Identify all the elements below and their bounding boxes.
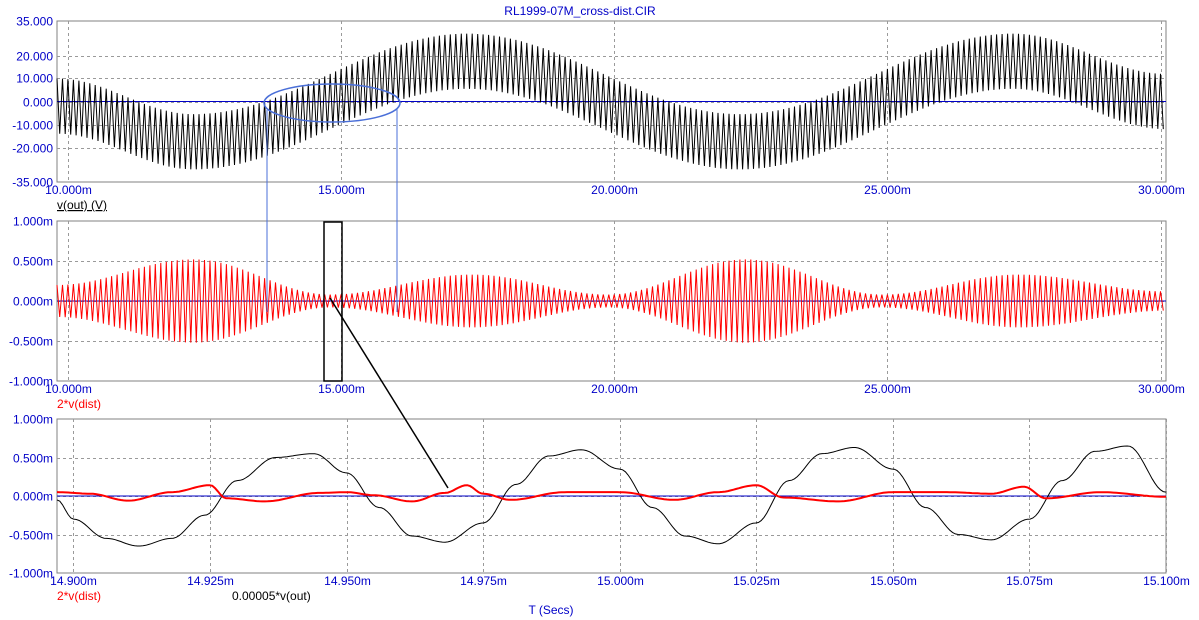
x-tick-label: 15.025m xyxy=(733,574,780,588)
x-tick-label: 10.000m xyxy=(45,183,92,197)
legend-bottom-dist: 2*v(dist) xyxy=(57,589,101,603)
legend-top-vout: v(out) (V) xyxy=(57,198,107,212)
y-tick-label: 1.000m xyxy=(13,413,53,427)
y-tick-label: 0.500m xyxy=(13,452,53,466)
legend-middle-dist: 2*v(dist) xyxy=(57,397,101,411)
x-tick-label: 20.000m xyxy=(591,183,638,197)
x-tick-label: 30.000m xyxy=(1138,382,1185,396)
series-vout-scaled xyxy=(56,445,1167,547)
y-tick-label: -20.000 xyxy=(12,142,53,156)
y-tick-label: 0.000m xyxy=(13,490,53,504)
series-dist xyxy=(56,259,1164,343)
y-tick-label: 0.000 xyxy=(23,96,53,110)
series-vout xyxy=(56,33,1164,170)
y-tick-label: 35.000 xyxy=(16,15,53,29)
y-tick-label: -35.000 xyxy=(12,176,53,190)
y-tick-label: 0.500m xyxy=(13,255,53,269)
zoom-box xyxy=(323,221,343,382)
x-tick-label: 10.000m xyxy=(45,382,92,396)
y-tick-label: 0.000m xyxy=(13,295,53,309)
x-tick-label: 14.925m xyxy=(187,574,234,588)
y-tick-label: -0.500m xyxy=(9,335,53,349)
legend-bottom-vout: 0.00005*v(out) xyxy=(232,589,311,603)
chart-title: RL1999-07M_cross-dist.CIR xyxy=(504,4,656,18)
x-tick-label: 14.900m xyxy=(50,574,97,588)
x-tick-label: 15.100m xyxy=(1143,574,1190,588)
y-tick-label: 1.000m xyxy=(13,215,53,229)
y-tick-label: 20.000 xyxy=(16,50,53,64)
zoom-arrow xyxy=(329,297,449,489)
y-tick-label: -10.000 xyxy=(12,119,53,133)
x-tick-label: 30.000m xyxy=(1138,183,1185,197)
y-tick-label: -1.000m xyxy=(9,567,53,581)
zoom-annotations xyxy=(263,83,449,489)
x-tick-label: 15.050m xyxy=(870,574,917,588)
x-tick-label: 15.000m xyxy=(597,574,644,588)
x-tick-label: 20.000m xyxy=(591,382,638,396)
panel-top: 10.000m 15.000m 20.000m 25.000m 30.000m 35.00… xyxy=(12,15,1185,198)
x-tick-label: 14.950m xyxy=(324,574,371,588)
x-tick-label: 15.000m xyxy=(318,183,365,197)
y-tick-label: -0.500m xyxy=(9,529,53,543)
y-tick-label: 10.000 xyxy=(16,72,53,86)
x-axis-label: T (Secs) xyxy=(528,603,573,617)
x-tick-label: 14.975m xyxy=(460,574,507,588)
x-tick-label: 25.000m xyxy=(864,183,911,197)
x-tick-label: 15.075m xyxy=(1006,574,1053,588)
panel-middle: 10.000m 15.000m 20.000m 25.000m 30.000m 1.000… xyxy=(9,215,1185,397)
highlight-ellipse xyxy=(263,83,401,123)
x-tick-label: 25.000m xyxy=(864,382,911,396)
x-tick-label: 15.000m xyxy=(318,382,365,396)
y-tick-label: -1.000m xyxy=(9,375,53,389)
series-dist xyxy=(56,484,1167,503)
panel-bottom: 14.900m 14.925m 14.950m 14.975m 15.000m 15.02… xyxy=(9,413,1190,589)
